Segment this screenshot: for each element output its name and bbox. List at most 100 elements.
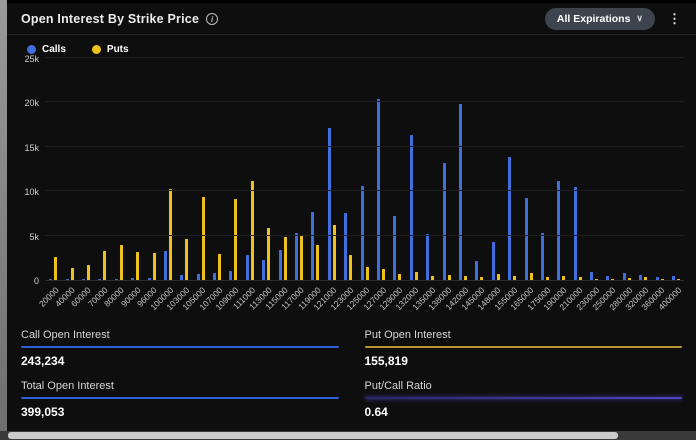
- call-bar[interactable]: [573, 186, 577, 280]
- call-bar[interactable]: [377, 98, 380, 280]
- put-bar[interactable]: [463, 276, 467, 280]
- put-bar[interactable]: [283, 236, 287, 280]
- put-bar[interactable]: [529, 272, 533, 280]
- put-bar[interactable]: [54, 256, 58, 280]
- call-bar[interactable]: [229, 271, 233, 280]
- put-bar[interactable]: [611, 279, 615, 280]
- call-bar[interactable]: [180, 274, 184, 280]
- put-bar[interactable]: [431, 275, 435, 280]
- bar-group: 103000: [164, 59, 192, 312]
- call-bar[interactable]: [458, 104, 462, 280]
- put-bar[interactable]: [513, 275, 517, 280]
- put-bar[interactable]: [496, 273, 500, 280]
- put-bar[interactable]: [136, 252, 140, 280]
- horizontal-scrollbar[interactable]: [0, 431, 696, 440]
- call-bar[interactable]: [114, 278, 118, 280]
- call-bar[interactable]: [540, 232, 544, 280]
- window-edge-left: [0, 0, 7, 440]
- call-bar[interactable]: [606, 276, 610, 280]
- expirations-dropdown[interactable]: All Expirations ∨: [544, 7, 655, 30]
- gridline: [45, 234, 684, 236]
- call-bar[interactable]: [278, 249, 282, 280]
- info-icon[interactable]: i: [206, 12, 219, 25]
- put-bar[interactable]: [300, 234, 304, 280]
- bar-group: 111000: [231, 59, 258, 311]
- put-bar[interactable]: [103, 250, 107, 280]
- panel-header: Open Interest By Strike Price i All Expi…: [7, 3, 696, 35]
- put-bar[interactable]: [677, 278, 681, 280]
- put-bar[interactable]: [316, 245, 320, 280]
- horizontal-scrollbar-thumb[interactable]: [8, 432, 618, 439]
- call-bar[interactable]: [393, 216, 397, 280]
- call-bar[interactable]: [49, 279, 53, 280]
- bar-group: 96000: [135, 59, 159, 309]
- put-bar[interactable]: [660, 279, 664, 280]
- put-bar[interactable]: [627, 277, 631, 280]
- put-bar[interactable]: [382, 269, 385, 280]
- put-bar[interactable]: [332, 224, 336, 280]
- put-bar[interactable]: [70, 267, 74, 280]
- legend-item-calls[interactable]: Calls: [27, 44, 66, 55]
- bar-group: 80000: [102, 59, 127, 309]
- put-bar[interactable]: [267, 227, 271, 280]
- put-bar[interactable]: [234, 199, 238, 280]
- call-bar[interactable]: [655, 276, 659, 280]
- call-bar[interactable]: [344, 213, 348, 280]
- put-bar[interactable]: [185, 239, 189, 280]
- call-bar[interactable]: [295, 232, 299, 280]
- call-bar[interactable]: [311, 211, 315, 280]
- call-bar[interactable]: [508, 157, 512, 280]
- put-bar[interactable]: [218, 254, 222, 280]
- put-bar[interactable]: [201, 197, 205, 280]
- put-bar[interactable]: [480, 277, 484, 280]
- put-bar[interactable]: [562, 276, 566, 280]
- put-bar[interactable]: [365, 266, 369, 280]
- call-bar[interactable]: [426, 233, 430, 280]
- put-bar[interactable]: [545, 277, 549, 280]
- call-bar[interactable]: [65, 279, 69, 280]
- put-bar[interactable]: [398, 273, 402, 280]
- call-bar[interactable]: [360, 185, 364, 280]
- put-bar[interactable]: [644, 277, 648, 280]
- call-bar[interactable]: [639, 275, 643, 280]
- call-bar[interactable]: [409, 135, 413, 280]
- bar-group: 250000: [590, 59, 618, 312]
- call-bar[interactable]: [196, 273, 200, 280]
- put-bar[interactable]: [152, 253, 156, 280]
- call-bar[interactable]: [131, 278, 135, 280]
- bar-group: 100000: [148, 59, 176, 312]
- puts-dot-icon: [91, 45, 101, 54]
- call-bar[interactable]: [672, 275, 676, 280]
- call-bar[interactable]: [475, 261, 479, 280]
- call-bar[interactable]: [442, 162, 446, 280]
- legend-item-puts[interactable]: Puts: [91, 44, 129, 55]
- call-bar[interactable]: [163, 250, 167, 280]
- put-bar[interactable]: [447, 274, 451, 280]
- call-bar[interactable]: [245, 255, 249, 280]
- call-bar[interactable]: [262, 259, 266, 280]
- put-bar[interactable]: [595, 278, 599, 280]
- y-tick-label: 5k: [29, 231, 39, 242]
- kebab-menu-icon[interactable]: ⋮: [668, 10, 681, 26]
- call-bar[interactable]: [98, 279, 102, 280]
- call-bar[interactable]: [213, 272, 217, 280]
- y-tick-label: 20k: [24, 98, 39, 109]
- put-bar[interactable]: [578, 277, 582, 280]
- call-bar[interactable]: [491, 241, 495, 280]
- put-bar[interactable]: [250, 181, 254, 280]
- call-bar[interactable]: [81, 279, 85, 280]
- call-bar[interactable]: [622, 272, 626, 280]
- call-bar[interactable]: [147, 277, 151, 280]
- call-bar[interactable]: [327, 128, 331, 280]
- bar-group: 105000: [181, 59, 209, 312]
- put-bar[interactable]: [86, 264, 90, 280]
- put-bar[interactable]: [349, 255, 353, 280]
- put-bar[interactable]: [119, 245, 123, 280]
- call-bar[interactable]: [557, 181, 561, 280]
- bar-group: 280000: [607, 59, 635, 312]
- stat-value: 399,053: [21, 405, 65, 419]
- call-bar[interactable]: [524, 198, 528, 280]
- put-bar[interactable]: [414, 272, 418, 280]
- y-axis: 0 5k 10k 15k 20k 25k: [13, 54, 43, 286]
- call-bar[interactable]: [590, 272, 594, 280]
